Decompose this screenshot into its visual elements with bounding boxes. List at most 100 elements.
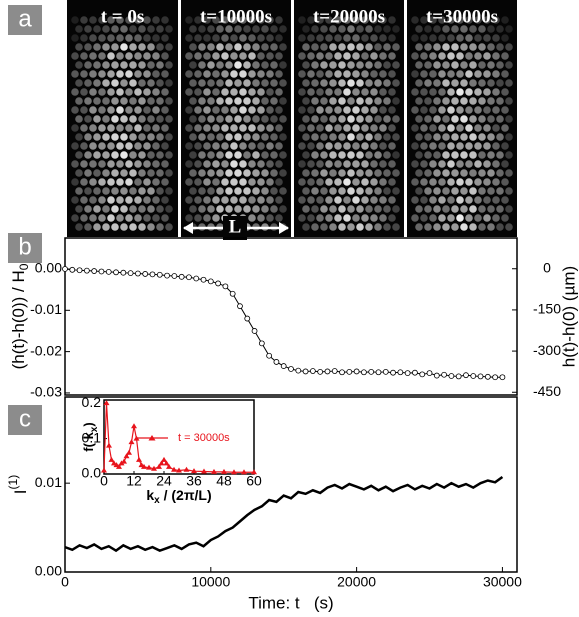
particle xyxy=(185,16,193,24)
data-point xyxy=(484,373,491,380)
particle xyxy=(212,106,220,114)
particle xyxy=(338,151,346,159)
particle xyxy=(370,196,378,204)
particle xyxy=(125,160,133,168)
particle xyxy=(125,142,133,150)
particle xyxy=(107,16,115,24)
particle xyxy=(307,142,315,150)
particle xyxy=(379,160,387,168)
particle xyxy=(156,133,164,141)
particle xyxy=(279,61,287,69)
y2-tick-label: -300 xyxy=(533,342,561,358)
particle xyxy=(316,160,324,168)
particle xyxy=(383,151,391,159)
particle xyxy=(134,70,142,78)
particle xyxy=(438,52,446,60)
particle xyxy=(447,52,455,60)
particle xyxy=(147,61,155,69)
particle xyxy=(239,178,247,186)
particle xyxy=(361,88,369,96)
particle xyxy=(329,25,337,33)
particle xyxy=(442,223,450,231)
data-point xyxy=(113,269,119,276)
data-point xyxy=(121,458,127,464)
y-axis-label-sup: (1) xyxy=(6,475,20,490)
particle xyxy=(347,97,355,105)
particle xyxy=(98,88,106,96)
plot-frame xyxy=(64,237,518,396)
particle xyxy=(325,34,333,42)
particle xyxy=(365,169,373,177)
particle xyxy=(338,169,346,177)
particle xyxy=(352,214,360,222)
particle xyxy=(116,70,124,78)
particle xyxy=(221,160,229,168)
particle xyxy=(433,61,441,69)
particle xyxy=(212,214,220,222)
particle xyxy=(194,52,202,60)
particle xyxy=(143,124,151,132)
data-point xyxy=(76,267,83,274)
particle xyxy=(134,124,142,132)
particle xyxy=(129,115,137,123)
particle xyxy=(496,97,504,105)
particle xyxy=(138,115,146,123)
particle xyxy=(75,43,83,51)
particle xyxy=(230,70,238,78)
particle xyxy=(487,97,495,105)
legend-label: t = 30000s xyxy=(178,432,230,444)
particle xyxy=(388,160,396,168)
particle xyxy=(207,205,215,213)
x-tick-label: 60 xyxy=(246,473,262,489)
particle xyxy=(478,169,486,177)
particle xyxy=(469,79,477,87)
data-point xyxy=(200,276,207,283)
particle xyxy=(365,79,373,87)
particle xyxy=(392,223,400,231)
particle xyxy=(298,142,306,150)
particle xyxy=(80,16,88,24)
particle xyxy=(225,115,233,123)
particle xyxy=(487,151,495,159)
particle xyxy=(84,115,92,123)
particle xyxy=(89,196,97,204)
particle xyxy=(411,178,419,186)
particle xyxy=(102,115,110,123)
particle xyxy=(185,160,193,168)
particle xyxy=(156,169,164,177)
particle xyxy=(138,205,146,213)
particle xyxy=(492,70,500,78)
particle xyxy=(496,133,504,141)
particle xyxy=(388,124,396,132)
particle xyxy=(270,43,278,51)
particle xyxy=(356,223,364,231)
particle xyxy=(415,115,423,123)
particle xyxy=(143,88,151,96)
data-point xyxy=(309,368,316,374)
particle xyxy=(252,97,260,105)
particle xyxy=(93,133,101,141)
particle xyxy=(243,187,251,195)
particle xyxy=(447,142,455,150)
particle xyxy=(392,151,400,159)
particle xyxy=(212,52,220,60)
particle xyxy=(424,133,432,141)
particle xyxy=(80,196,88,204)
particle xyxy=(152,70,160,78)
particle xyxy=(125,196,133,204)
particle xyxy=(505,115,513,123)
particle xyxy=(165,25,173,33)
particle xyxy=(216,151,224,159)
particle xyxy=(152,178,160,186)
particle xyxy=(111,115,119,123)
particle xyxy=(329,43,337,51)
data-point xyxy=(477,373,484,380)
particle xyxy=(388,16,396,24)
particle xyxy=(107,88,115,96)
particle xyxy=(374,97,382,105)
particle xyxy=(156,97,164,105)
particle xyxy=(379,214,387,222)
data-point xyxy=(390,369,396,376)
particle xyxy=(438,160,446,168)
